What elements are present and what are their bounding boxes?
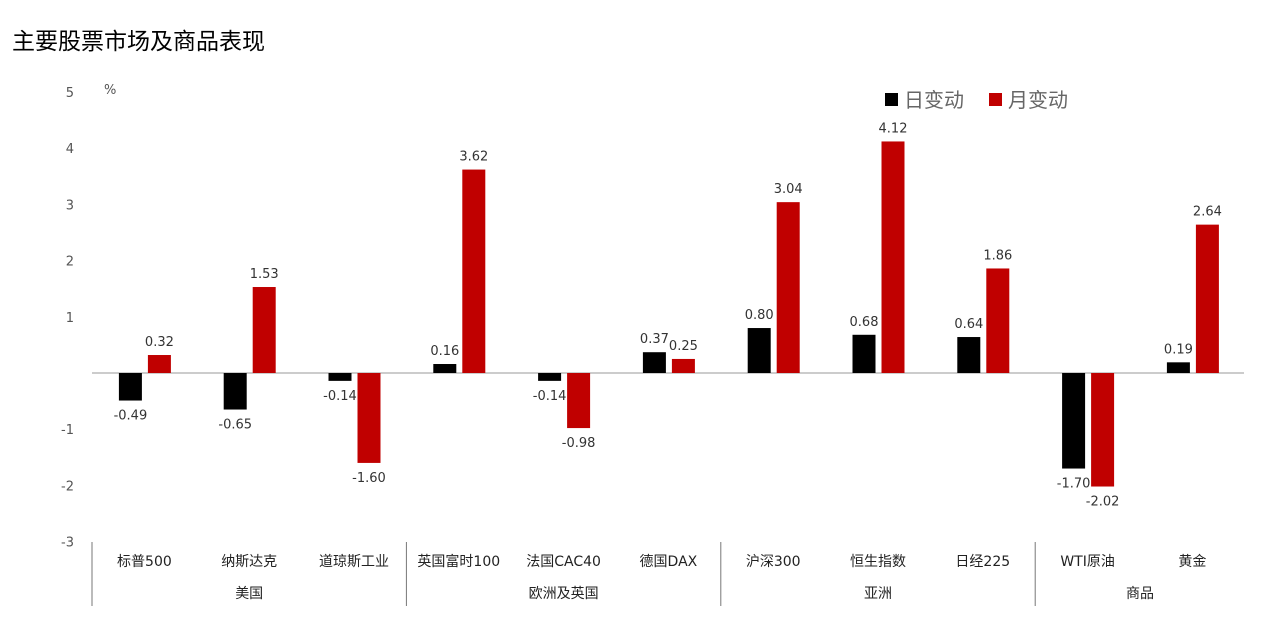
data-label: -0.98 [562, 436, 596, 451]
data-label: 2.64 [1193, 205, 1222, 220]
bar [642, 352, 666, 373]
y-tick-label: 2 [66, 255, 74, 270]
bar [357, 373, 381, 463]
category-label: WTI原油 [1060, 554, 1115, 570]
data-label: -0.14 [533, 389, 567, 404]
bars [118, 141, 1219, 487]
y-tick-label: -2 [61, 479, 74, 494]
category-label: 道琼斯工业 [319, 554, 389, 570]
bar [852, 334, 876, 373]
bar [1091, 373, 1115, 487]
data-label: -2.02 [1086, 495, 1120, 510]
bar [462, 169, 486, 373]
y-axis-label: % [104, 83, 116, 98]
legend-label: 日变动 [904, 88, 964, 112]
legend-swatch [885, 93, 898, 106]
bar [1166, 362, 1190, 373]
group-label: 亚洲 [864, 586, 892, 602]
data-label: 1.86 [983, 248, 1012, 263]
data-label: 0.25 [669, 339, 698, 354]
bar [1062, 373, 1086, 469]
category-label: 法国CAC40 [526, 554, 601, 570]
data-label: 0.32 [145, 335, 174, 350]
data-label: -0.14 [323, 389, 357, 404]
legend-swatch [989, 93, 1002, 106]
category-label: 英国富时100 [417, 553, 500, 570]
category-label: 恒生指数 [850, 554, 906, 570]
bar [433, 364, 457, 373]
category-label: 日经225 [955, 554, 1010, 570]
y-tick-label: -1 [61, 423, 74, 438]
data-label: -0.65 [218, 418, 252, 433]
data-label: -1.60 [352, 471, 386, 486]
data-label: 1.53 [250, 267, 279, 282]
data-label: 0.16 [430, 344, 459, 359]
bar [986, 268, 1010, 373]
y-tick-label: 4 [66, 142, 74, 157]
category-label: 纳斯达克 [221, 554, 277, 570]
category-label: 德国DAX [640, 554, 698, 570]
bar [776, 202, 800, 373]
bar [147, 355, 171, 373]
y-tick-label: 3 [66, 198, 74, 213]
group-label: 欧洲及英国 [529, 585, 599, 602]
bar [538, 373, 562, 381]
bar [223, 373, 247, 410]
data-label: 3.62 [459, 150, 488, 165]
bar [957, 337, 981, 373]
bar [328, 373, 352, 381]
group-label: 美国 [235, 586, 263, 602]
bar [252, 287, 276, 373]
category-label: 黄金 [1178, 553, 1206, 570]
category-label: 标普500 [117, 554, 172, 570]
data-label: 0.80 [745, 308, 774, 323]
bar [747, 328, 771, 373]
y-tick-label: 1 [66, 311, 74, 326]
data-label: 3.04 [774, 182, 803, 197]
data-label: 0.64 [954, 317, 983, 332]
category-labels: 标普500 纳斯达克 道琼斯工业 英国富时100 法国CAC40 德国DAX 沪深300 恒生… [117, 553, 1206, 570]
data-label: 0.19 [1164, 342, 1193, 357]
data-label: 0.68 [850, 315, 879, 330]
data-label: 0.37 [640, 332, 669, 347]
chart-title: 主要股票市场及商品表现 [12, 29, 265, 55]
legend: 日变动 月变动 [885, 88, 1068, 112]
y-tick-label: 5 [66, 86, 74, 101]
group-labels: 美国 欧洲及英国 亚洲 商品 [91, 542, 1154, 606]
group-label: 商品 [1126, 586, 1154, 602]
bar [671, 358, 695, 373]
data-label: -1.70 [1057, 477, 1091, 492]
data-label: -0.49 [114, 409, 148, 424]
y-axis: 5 4 3 2 1 -1 -2 -3 [61, 86, 74, 551]
y-tick-label: -3 [61, 536, 74, 551]
bar [118, 373, 142, 401]
category-label: 沪深300 [746, 554, 801, 570]
bar [1195, 224, 1219, 373]
bar [567, 373, 591, 429]
data-label: 4.12 [879, 121, 908, 136]
legend-label: 月变动 [1008, 88, 1068, 112]
bar [881, 141, 905, 373]
data-labels: -0.49 0.32 -0.65 1.53 -0.14 -1.60 0.16 3.62 -0.1… [114, 121, 1222, 509]
